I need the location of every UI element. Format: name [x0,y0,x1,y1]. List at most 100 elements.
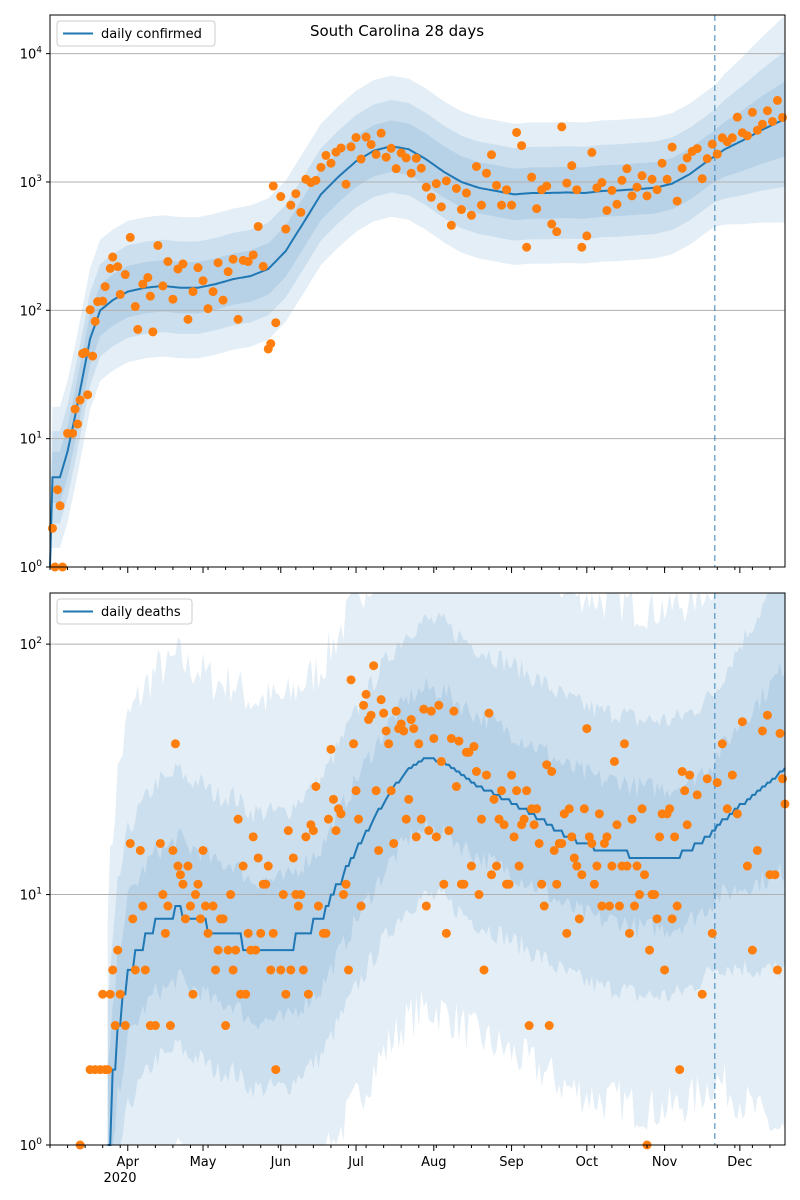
observed-point [411,832,421,842]
observed-point [346,142,356,152]
observed-point [512,127,522,137]
observed-point [717,739,727,749]
observed-point [346,675,356,685]
observed-point [549,845,559,855]
observed-point [459,879,469,889]
y-tick-label: 104 [20,46,43,63]
y-tick-label: 100 [20,559,43,576]
observed-point [562,178,572,188]
observed-point [747,107,757,117]
observed-point [650,890,660,900]
observed-point [208,287,218,297]
observed-point [519,814,529,824]
observed-point [632,182,642,192]
observed-point [414,739,424,749]
observed-point [381,152,391,162]
observed-point [193,879,203,889]
observed-point [248,250,258,260]
observed-point [454,736,464,746]
observed-point [622,861,632,871]
observed-point [627,191,637,201]
confirmed-legend[interactable]: daily confirmed [56,20,216,47]
observed-point [98,989,108,999]
observed-point [251,945,261,955]
observed-point [308,826,318,836]
observed-point [537,879,547,889]
observed-point [73,419,83,429]
observed-point [712,778,722,788]
observed-point [451,782,461,792]
uncertainty-band-0 [50,15,785,567]
observed-point [389,838,399,848]
deaths-legend[interactable]: daily deaths [56,598,193,625]
observed-point [268,928,278,938]
observed-point [283,826,293,836]
observed-point [253,853,263,863]
observed-point [281,989,291,999]
observed-point [296,890,306,900]
x-tick-label: Apr [117,1155,140,1170]
observed-point [544,1021,554,1031]
observed-point [143,273,153,283]
observed-point [48,523,58,533]
observed-point [752,845,762,855]
observed-point [371,149,381,159]
observed-point [190,890,200,900]
observed-point [411,153,421,163]
observed-point [582,724,592,734]
observed-point [461,188,471,198]
observed-point [777,774,787,784]
observed-point [682,153,692,163]
observed-point [386,786,396,796]
observed-point [742,861,752,871]
observed-point [158,890,168,900]
observed-point [376,695,386,705]
observed-point [655,832,665,842]
observed-point [492,861,502,871]
observed-point [178,879,188,889]
x-tick-label: Jul [347,1155,364,1170]
y-tick-label: 103 [20,174,42,191]
observed-point [286,965,296,975]
observed-point [326,744,336,754]
deaths-x-axis: Apr May Jun Jul Aug Sep Oct Nov Dec [49,1145,771,1170]
observed-point [602,832,612,842]
observed-point [366,139,376,149]
observed-point [421,182,431,192]
observed-point [466,210,476,220]
observed-point [652,914,662,924]
observed-point [777,112,787,122]
observed-point [772,95,782,105]
observed-point [572,185,582,195]
observed-point [680,786,690,796]
observed-point [158,281,168,291]
observed-point [213,945,223,955]
observed-point [737,717,747,727]
observed-point [507,200,517,210]
observed-point [276,965,286,975]
observed-point [481,770,491,780]
observed-point [55,501,65,511]
observed-point [635,890,645,900]
observed-point [456,205,466,215]
observed-point [702,774,712,784]
x-tick-label: May [190,1155,217,1170]
observed-point [441,176,451,186]
observed-point [657,158,667,168]
observed-point [762,106,772,116]
observed-point [426,192,436,202]
observed-point [301,832,311,842]
observed-point [203,304,213,314]
observed-point [471,767,481,777]
observed-point [692,144,702,154]
y-tick-label: 100 [20,1137,43,1154]
observed-point [406,715,416,725]
observed-point [396,719,406,729]
observed-point [298,965,308,975]
x-tick-label: Sep [499,1155,524,1170]
observed-point [173,861,183,871]
observed-point [180,914,190,924]
observed-point [504,879,514,889]
observed-point [351,133,361,143]
observed-point [471,162,481,172]
